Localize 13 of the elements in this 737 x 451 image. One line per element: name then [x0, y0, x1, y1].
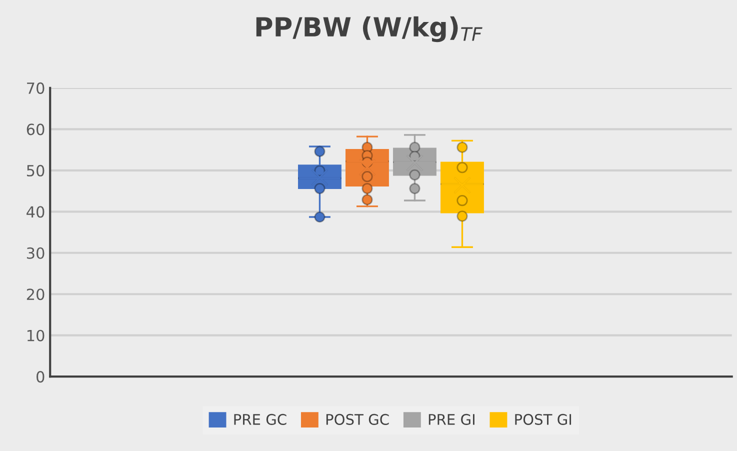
y-tick-label: 40 [26, 206, 44, 218]
legend-label: PRE GI [428, 414, 474, 425]
y-tick-label: 20 [26, 288, 44, 300]
y-tick-label: 30 [26, 247, 44, 259]
y-tick-label: 50 [26, 164, 44, 176]
y-tick-label: 60 [26, 124, 44, 136]
y-tick-label: 10 [27, 330, 44, 342]
legend-label: POST GC [326, 414, 389, 425]
chart-title: PP/BW (W/kg)$_{TF}$ [256, 16, 482, 42]
y-tick-label: 70 [27, 82, 44, 94]
legend-label: PRE GC [234, 414, 286, 425]
y-tick-label: 0 [36, 371, 44, 383]
legend-label: POST GI [515, 414, 572, 425]
